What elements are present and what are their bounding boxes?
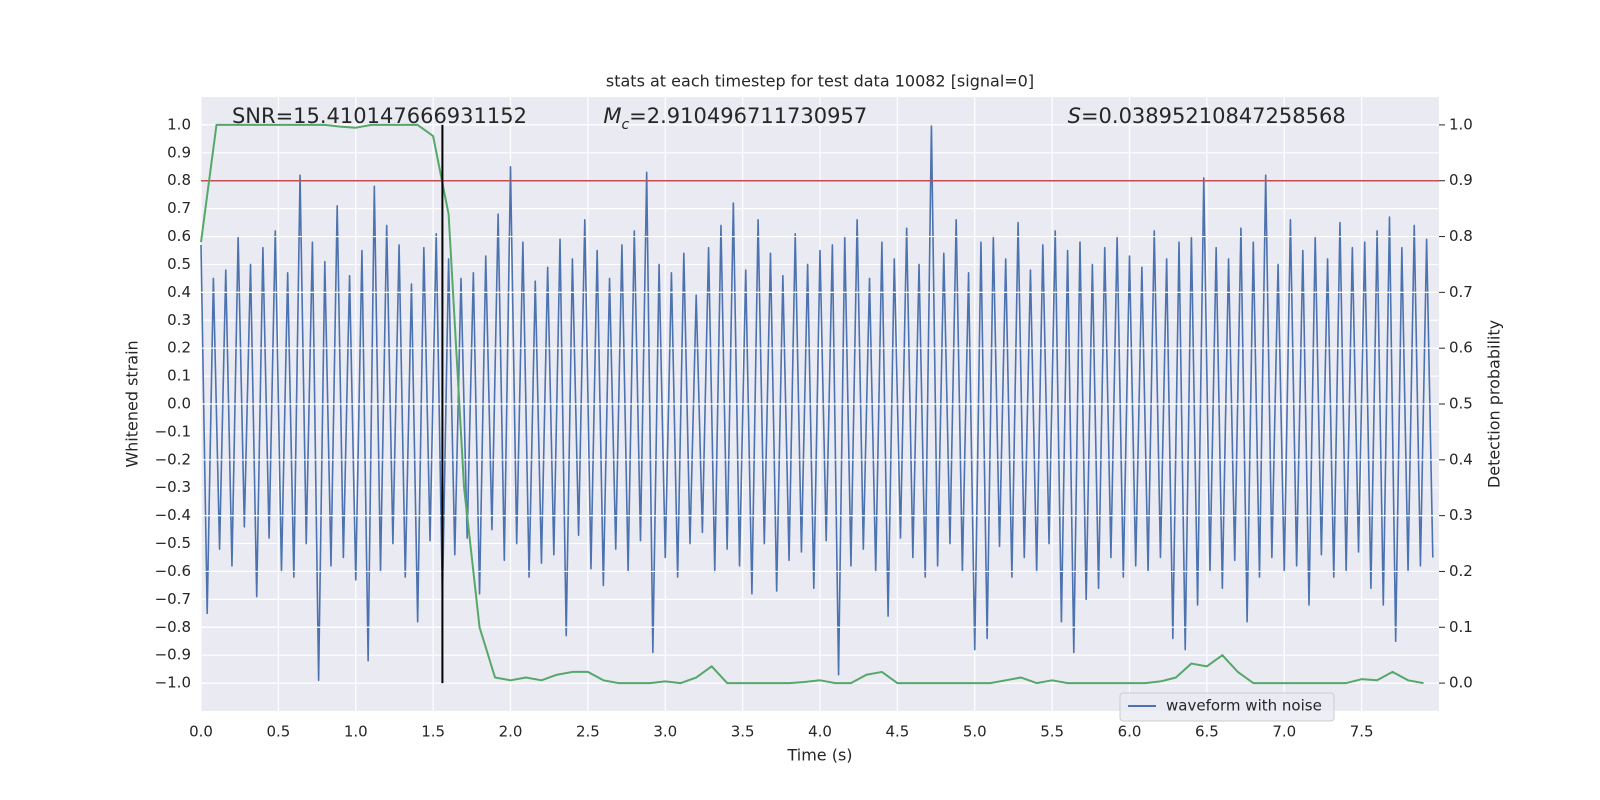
y2-tick-label: 0.8 bbox=[1449, 227, 1473, 245]
legend-box bbox=[1119, 692, 1335, 722]
annotation: S=0.03895210847258568 bbox=[1068, 104, 1346, 128]
annotation-text: SNR=15.410147666931152 bbox=[232, 104, 527, 128]
x-tick-label: 4.5 bbox=[885, 723, 909, 741]
x-tick-label: 1.0 bbox=[344, 723, 368, 741]
x-tick-label: 5.5 bbox=[1040, 723, 1064, 741]
y-tick-label: −0.1 bbox=[155, 422, 191, 440]
y-tick-label: −0.8 bbox=[155, 618, 191, 636]
y2-tick-label: 0.0 bbox=[1449, 674, 1473, 692]
y2-tick-label: 0.2 bbox=[1449, 562, 1473, 580]
x-tick-label: 6.0 bbox=[1118, 723, 1142, 741]
x-tick-label: 3.5 bbox=[731, 723, 755, 741]
y-tick-label: 0.7 bbox=[167, 199, 191, 217]
y2-tick-label: 0.7 bbox=[1449, 283, 1473, 301]
y-tick-label: 1.0 bbox=[167, 115, 191, 133]
annotation: Mc=2.910496711730957 bbox=[603, 104, 867, 133]
x-tick-label: 6.5 bbox=[1195, 723, 1219, 741]
x-tick-label: 5.0 bbox=[963, 723, 987, 741]
y-tick-label: 0.4 bbox=[167, 283, 191, 301]
y-tick-label: 0.5 bbox=[167, 255, 191, 273]
y-tick-label: 0.9 bbox=[167, 143, 191, 161]
y-tick-label: −0.2 bbox=[155, 450, 191, 468]
x-tick-label: 3.0 bbox=[653, 723, 677, 741]
x-tick-label: 1.5 bbox=[421, 723, 445, 741]
x-tick-label: 2.0 bbox=[499, 723, 523, 741]
x-tick-label: 4.0 bbox=[808, 723, 832, 741]
y-tick-label: 0.3 bbox=[167, 311, 191, 329]
annotation-symbol: M bbox=[603, 104, 621, 128]
legend-label: waveform with noise bbox=[1166, 697, 1322, 715]
y-tick-label: −0.3 bbox=[155, 478, 191, 496]
y2-axis-label: Detection probability bbox=[1485, 320, 1504, 488]
x-tick-label: 0.0 bbox=[189, 723, 213, 741]
y-tick-label: 0.8 bbox=[167, 171, 191, 189]
annotation-subscript: c bbox=[621, 117, 629, 133]
x-tick-label: 7.5 bbox=[1350, 723, 1374, 741]
y-tick-label: 0.0 bbox=[167, 395, 191, 413]
y-tick-label: −0.6 bbox=[155, 562, 191, 580]
y2-tick-label: 0.5 bbox=[1449, 395, 1473, 413]
y-tick-label: −0.4 bbox=[155, 506, 191, 524]
y2-tick-label: 1.0 bbox=[1449, 115, 1473, 133]
series-line bbox=[200, 123, 1424, 685]
annotation-text: =0.03895210847258568 bbox=[1081, 104, 1346, 128]
y2-tick-label: 0.9 bbox=[1449, 171, 1473, 189]
y2-tick-label: 0.3 bbox=[1449, 506, 1473, 524]
series-line bbox=[200, 124, 1434, 682]
y-tick-label: −0.7 bbox=[155, 590, 191, 608]
x-tick-label: 7.0 bbox=[1272, 723, 1296, 741]
y-axis-label: Whitened strain bbox=[123, 340, 142, 467]
y-tick-label: −1.0 bbox=[155, 674, 191, 692]
annotation-text: =2.910496711730957 bbox=[629, 104, 867, 128]
x-axis-label: Time (s) bbox=[786, 746, 852, 765]
y2-tick-label: 0.4 bbox=[1449, 450, 1473, 468]
x-tick-label: 0.5 bbox=[266, 723, 290, 741]
x-tick-label: 2.5 bbox=[576, 723, 600, 741]
y-tick-label: 0.6 bbox=[167, 227, 191, 245]
chart-title: stats at each timestep for test data 100… bbox=[606, 72, 1034, 91]
y-tick-label: −0.5 bbox=[155, 534, 191, 552]
y2-tick-label: 0.6 bbox=[1449, 339, 1473, 357]
annotation: SNR=15.410147666931152 bbox=[232, 104, 527, 128]
y2-tick-label: 0.1 bbox=[1449, 618, 1473, 636]
y-tick-label: 0.2 bbox=[167, 339, 191, 357]
y-tick-label: −0.9 bbox=[155, 646, 191, 664]
annotation-symbol: S bbox=[1068, 104, 1081, 128]
y-tick-label: 0.1 bbox=[167, 367, 191, 385]
